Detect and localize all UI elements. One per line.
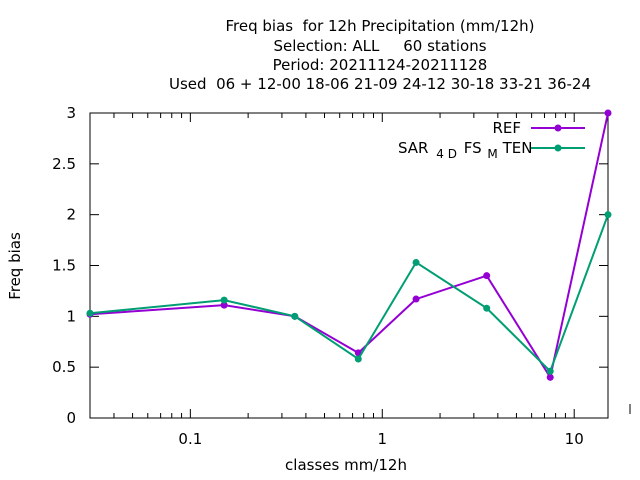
series-point-1 (220, 296, 228, 304)
y-tick-label: 0 (66, 409, 76, 427)
series-point-0 (546, 373, 554, 381)
series-point-0 (220, 301, 228, 309)
legend-label-sar: SAR 4 D FS M TEN (398, 139, 532, 162)
legend-marker-1 (554, 144, 562, 152)
series-layer (86, 109, 612, 381)
y-axis-label: Freq bias (6, 232, 24, 300)
legend-samples (531, 124, 585, 152)
legend-label-sar-part1: SAR (398, 139, 428, 157)
chart-title-line-2: Selection: ALL 60 stations (273, 37, 487, 55)
x-tick-label: 1 (378, 430, 388, 448)
chart-title-line-1: Freq bias for 12h Precipitation (mm/12h) (225, 17, 535, 35)
chart-title-line-4: Used 06 + 12-00 18-06 21-09 24-12 30-18 … (169, 75, 591, 93)
series-point-1 (604, 211, 612, 219)
series-point-1 (546, 367, 554, 375)
legend-label-sar-part2: FS (464, 139, 482, 157)
x-tick-label: 10 (565, 430, 584, 448)
legend-label-sar-sub2: M (487, 147, 497, 161)
series-point-0 (483, 272, 491, 280)
series-point-1 (291, 312, 299, 320)
y-tick-label: 0.5 (52, 358, 76, 376)
series-point-0 (412, 295, 420, 303)
y-tick-label: 1.5 (52, 257, 76, 275)
legend-label-sar-part3: TEN (502, 139, 533, 157)
y-tick-label: 3 (66, 104, 76, 122)
legend: REF SAR 4 D FS M TEN (398, 119, 585, 162)
legend-label-sar-sub1: 4 D (436, 147, 457, 161)
series-point-1 (412, 258, 420, 266)
y-tick-label: 2.5 (52, 155, 76, 173)
y-tick-label: 1 (66, 307, 76, 325)
x-tick-label: 0.1 (178, 430, 202, 448)
series-point-1 (86, 309, 94, 317)
plot-border (89, 112, 609, 419)
chart-title-line-3: Period: 20211124-20211128 (272, 56, 488, 74)
legend-label-ref: REF (492, 119, 521, 137)
legend-marker-0 (554, 124, 562, 132)
y-tick-label: 2 (66, 206, 76, 224)
x-axis-label: classes mm/12h (285, 456, 407, 474)
series-point-1 (483, 304, 491, 312)
tick-labels: 0 0.5 1 1.5 2 2.5 3 0.1 1 10 (52, 104, 584, 448)
series-line-1 (89, 214, 609, 374)
series-point-0 (604, 109, 612, 117)
axis-ticks (89, 112, 631, 419)
series-point-1 (354, 355, 362, 363)
